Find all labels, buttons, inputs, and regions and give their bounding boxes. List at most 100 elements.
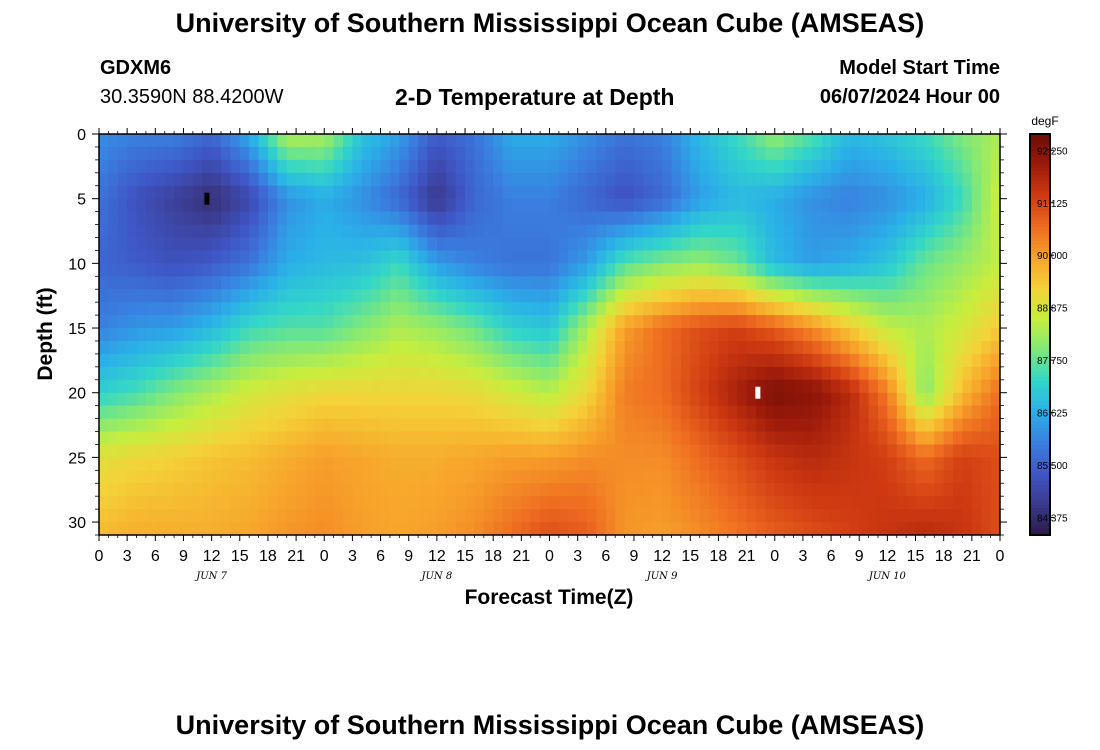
heatmap-cell [296, 457, 307, 471]
heatmap-cell [859, 263, 870, 277]
heatmap-cell [136, 146, 147, 161]
heatmap-cell [671, 470, 682, 484]
heatmap-cell [540, 146, 551, 161]
heatmap-cell [427, 457, 438, 471]
heatmap-cell [812, 470, 823, 484]
heatmap-cell [699, 159, 710, 174]
x-tick-label: 21 [287, 548, 305, 565]
heatmap-cell [371, 366, 382, 381]
heatmap-cell [953, 457, 964, 471]
heatmap-cell [483, 379, 494, 394]
heatmap-cell [230, 353, 241, 368]
heatmap-cell [221, 146, 231, 161]
heatmap-cell [277, 289, 288, 303]
heatmap-cell [896, 509, 907, 523]
heatmap-cell [117, 496, 128, 510]
heatmap-cell [953, 431, 964, 446]
heatmap-cell [699, 431, 710, 446]
heatmap-cell [981, 509, 992, 523]
heatmap-cell [765, 250, 776, 264]
heatmap-cell [671, 405, 682, 420]
heatmap-cell [671, 315, 682, 329]
heatmap-cell [183, 496, 194, 510]
heatmap-cell [183, 392, 194, 407]
heatmap-cell [521, 522, 532, 535]
heatmap-cell [267, 431, 278, 446]
heatmap-cell [371, 340, 382, 355]
heatmap-cell [577, 418, 588, 433]
heatmap-cell [136, 431, 147, 446]
heatmap-cell [962, 289, 973, 303]
heatmap-cell [868, 405, 879, 420]
heatmap-cell [718, 224, 729, 239]
heatmap-cell [906, 198, 917, 213]
heatmap-cell [493, 315, 504, 329]
heatmap-cell [934, 237, 945, 252]
heatmap-cell [202, 185, 213, 200]
heatmap-cell [699, 276, 710, 290]
heatmap-cell [849, 146, 860, 161]
heatmap-cell [371, 146, 382, 161]
heatmap-cell [633, 237, 644, 252]
heatmap-cell [671, 444, 682, 458]
heatmap-cell [558, 509, 569, 523]
heatmap-cell [511, 302, 522, 316]
heatmap-cell [568, 263, 579, 277]
heatmap-cell [784, 263, 795, 277]
heatmap-cell [483, 224, 494, 239]
heatmap-cell [709, 224, 720, 239]
heatmap-cell [493, 302, 504, 316]
heatmap-cell [718, 237, 729, 252]
heatmap-cell [427, 522, 438, 535]
heatmap-cell [343, 237, 354, 252]
heatmap-cell [633, 522, 644, 535]
heatmap-cell [915, 237, 926, 252]
heatmap-cell [502, 483, 513, 497]
heatmap-cell [831, 146, 842, 161]
heatmap-cell [615, 418, 626, 433]
heatmap-cell [840, 509, 851, 523]
heatmap-cell [305, 315, 316, 329]
heatmap-cell [361, 276, 372, 290]
heatmap-cell [896, 263, 907, 277]
heatmap-cell [296, 328, 307, 342]
heatmap-cell [587, 340, 598, 355]
heatmap-cell [127, 159, 138, 174]
heatmap-cell [821, 522, 832, 535]
heatmap-cell [643, 185, 654, 200]
heatmap-cell [709, 431, 720, 446]
heatmap-cell [821, 224, 832, 239]
heatmap-cell [558, 263, 569, 277]
heatmap-cell [793, 509, 804, 523]
heatmap-cell [249, 483, 260, 497]
heatmap-cell [174, 276, 185, 290]
heatmap-cell [221, 444, 231, 458]
heatmap-cell [802, 185, 813, 200]
heatmap-cell [446, 405, 457, 420]
heatmap-cell [521, 470, 532, 484]
heatmap-cell [446, 522, 457, 535]
heatmap-cell [906, 159, 917, 174]
heatmap-cell [521, 172, 532, 187]
heatmap-cell [784, 392, 795, 407]
heatmap-cell [389, 522, 400, 535]
heatmap-cell [633, 211, 644, 226]
heatmap-cell [230, 302, 241, 316]
heatmap-cell [765, 289, 776, 303]
heatmap-cell [211, 522, 222, 535]
heatmap-cell [258, 366, 269, 381]
heatmap-cell [127, 250, 138, 264]
markers [204, 192, 761, 399]
x-tick-label: 6 [151, 548, 160, 565]
heatmap-cell [99, 353, 109, 368]
heatmap-cell [164, 315, 175, 329]
heatmap-cell [896, 431, 907, 446]
heatmap-cell [990, 328, 1000, 342]
heatmap-cell [455, 366, 466, 381]
heatmap-cell [314, 211, 325, 226]
heatmap-cell [521, 159, 532, 174]
heatmap-cell [737, 392, 748, 407]
heatmap-cell [493, 366, 504, 381]
heatmap-cell [136, 159, 147, 174]
heatmap-cell [690, 470, 701, 484]
